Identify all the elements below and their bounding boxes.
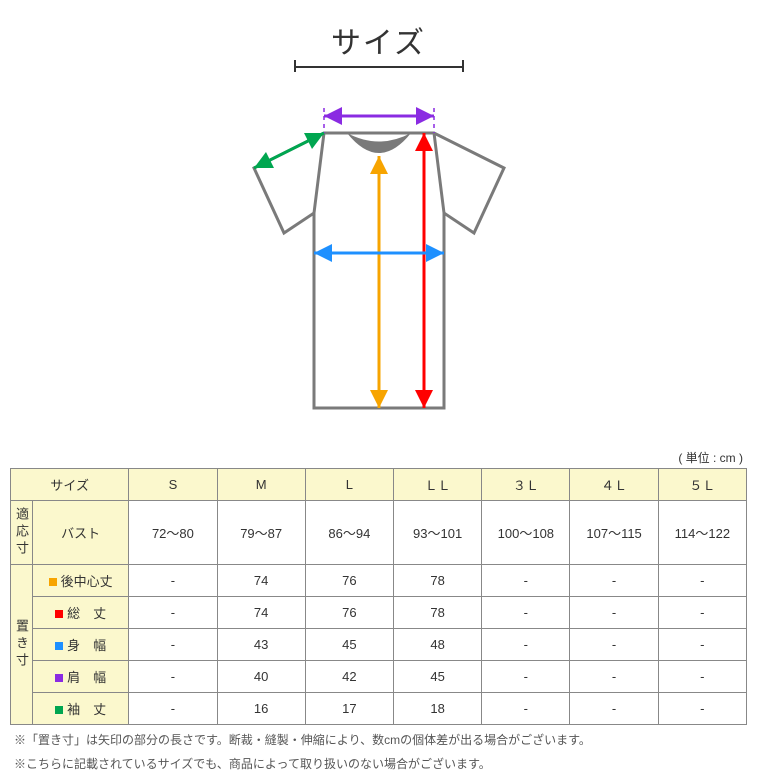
cell: - xyxy=(658,565,746,597)
fit-group-label: 適応寸 xyxy=(11,501,33,565)
header-size-col: ４Ｌ xyxy=(570,469,658,501)
table-row: 置き寸後中心丈-747678--- xyxy=(11,565,747,597)
cell: - xyxy=(570,693,658,725)
cell: - xyxy=(658,629,746,661)
color-marker xyxy=(55,642,63,650)
lay-group-label: 置き寸 xyxy=(11,565,33,725)
color-marker xyxy=(55,706,63,714)
table-row: 適応寸バスト72～8079～8786～9493～101100～108107～11… xyxy=(11,501,747,565)
row-label: 肩 幅 xyxy=(33,661,129,693)
cell: 93～101 xyxy=(394,501,482,565)
cell: - xyxy=(570,629,658,661)
cell: 76 xyxy=(305,597,393,629)
cell: 42 xyxy=(305,661,393,693)
row-label: バスト xyxy=(33,501,129,565)
header-size-col: S xyxy=(129,469,217,501)
cell: 78 xyxy=(394,565,482,597)
cell: - xyxy=(482,629,570,661)
cell: - xyxy=(570,597,658,629)
cell: - xyxy=(129,661,217,693)
page-title: サイズ xyxy=(10,18,747,62)
cell: 76 xyxy=(305,565,393,597)
cell: 45 xyxy=(305,629,393,661)
cell: 18 xyxy=(394,693,482,725)
cell: - xyxy=(129,693,217,725)
unit-note: ( 単位 : cm ) xyxy=(10,449,743,466)
cell: - xyxy=(482,597,570,629)
header-size: サイズ xyxy=(11,469,129,501)
cell: - xyxy=(570,565,658,597)
cell: 16 xyxy=(217,693,305,725)
cell: 43 xyxy=(217,629,305,661)
title-underline xyxy=(294,66,464,68)
cell: 45 xyxy=(394,661,482,693)
table-row: 身 幅-434548--- xyxy=(11,629,747,661)
tshirt-diagram xyxy=(10,78,747,443)
cell: - xyxy=(570,661,658,693)
cell: - xyxy=(658,597,746,629)
cell: - xyxy=(129,629,217,661)
header-size-col: L xyxy=(305,469,393,501)
header-size-col: ＬＬ xyxy=(394,469,482,501)
cell: 100～108 xyxy=(482,501,570,565)
cell: 78 xyxy=(394,597,482,629)
header-size-col: M xyxy=(217,469,305,501)
color-marker xyxy=(55,674,63,682)
cell: 72～80 xyxy=(129,501,217,565)
color-marker xyxy=(55,610,63,618)
cell: 114～122 xyxy=(658,501,746,565)
cell: 79～87 xyxy=(217,501,305,565)
cell: - xyxy=(658,661,746,693)
table-row: 総 丈-747678--- xyxy=(11,597,747,629)
cell: 40 xyxy=(217,661,305,693)
cell: 74 xyxy=(217,565,305,597)
cell: - xyxy=(129,597,217,629)
row-label: 身 幅 xyxy=(33,629,129,661)
cell: 74 xyxy=(217,597,305,629)
header-size-col: ５Ｌ xyxy=(658,469,746,501)
footnote-line: ※「置き寸」は矢印の部分の長さです。断裁・縫製・伸縮により、数cmの個体差が出る… xyxy=(14,731,743,749)
color-marker xyxy=(49,578,57,586)
cell: 107～115 xyxy=(570,501,658,565)
cell: - xyxy=(482,661,570,693)
header-size-col: ３Ｌ xyxy=(482,469,570,501)
footnotes: ※「置き寸」は矢印の部分の長さです。断裁・縫製・伸縮により、数cmの個体差が出る… xyxy=(10,731,747,773)
table-row: 肩 幅-404245--- xyxy=(11,661,747,693)
row-label: 袖 丈 xyxy=(33,693,129,725)
cell: 48 xyxy=(394,629,482,661)
cell: 86～94 xyxy=(305,501,393,565)
cell: - xyxy=(658,693,746,725)
footnote-line: ※こちらに記載されているサイズでも、商品によって取り扱いのない場合がございます。 xyxy=(14,755,743,773)
table-row: 袖 丈-161718--- xyxy=(11,693,747,725)
cell: - xyxy=(482,565,570,597)
row-label: 後中心丈 xyxy=(33,565,129,597)
cell: - xyxy=(482,693,570,725)
cell: 17 xyxy=(305,693,393,725)
size-table: サイズ SMLＬＬ３Ｌ４Ｌ５Ｌ 適応寸バスト72～8079～8786～9493～… xyxy=(10,468,747,725)
row-label: 総 丈 xyxy=(33,597,129,629)
cell: - xyxy=(129,565,217,597)
